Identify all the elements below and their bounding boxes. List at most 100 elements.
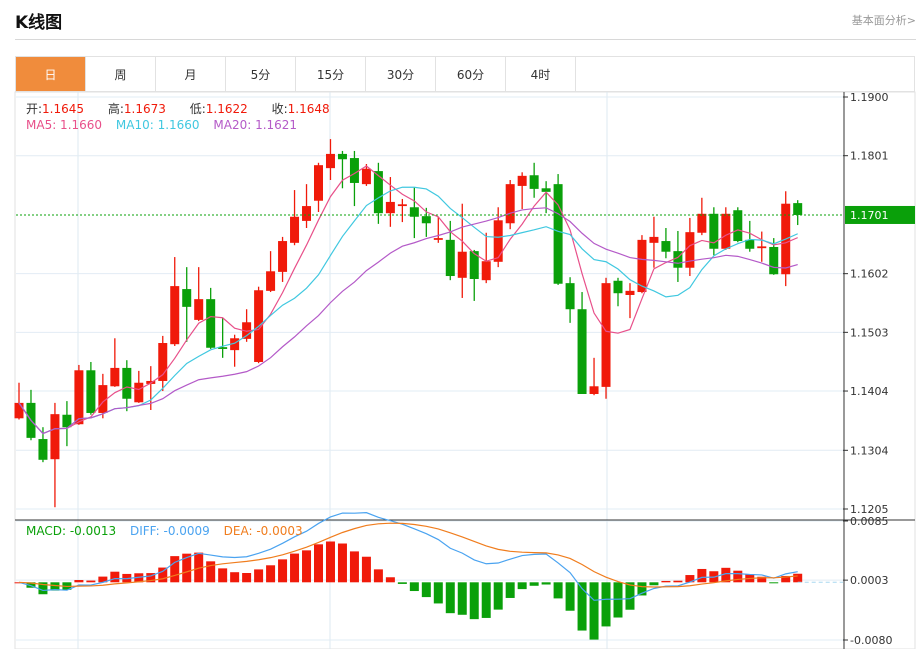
macd-bar <box>637 582 647 596</box>
candle-body <box>50 414 60 460</box>
macd-bar <box>505 582 515 598</box>
candle-body <box>445 239 455 277</box>
candle-body <box>62 414 72 428</box>
candle-body <box>565 283 575 310</box>
macd-bar <box>613 582 623 618</box>
macd-bar <box>38 582 48 595</box>
macd-bar <box>254 569 264 583</box>
candle <box>278 236 288 282</box>
tab-5[interactable]: 30分 <box>366 57 436 91</box>
candle-body <box>517 175 527 186</box>
candle <box>685 217 695 277</box>
tab-4[interactable]: 15分 <box>296 57 366 91</box>
macd-bar <box>170 556 180 583</box>
candle-body <box>266 271 276 291</box>
candle-body <box>673 251 683 268</box>
macd-bar <box>457 582 467 615</box>
candle <box>302 184 312 229</box>
macd-legend: MACD: -0.0013 DIFF: -0.0009 DEA: -0.0003 <box>26 524 313 538</box>
candle <box>206 287 216 349</box>
tab-1[interactable]: 周 <box>86 57 156 91</box>
macd-tick-label: -0.0080 <box>850 634 892 647</box>
tab-3[interactable]: 5分 <box>226 57 296 91</box>
candle-body <box>757 246 767 249</box>
fundamental-analysis-link[interactable]: 基本面分析> <box>851 14 916 27</box>
candle-body <box>505 184 515 224</box>
macd-bar <box>469 582 479 620</box>
candle <box>337 150 347 189</box>
candle <box>457 203 467 298</box>
candle-body <box>74 370 84 425</box>
candle-body <box>589 386 599 394</box>
candle <box>565 277 575 323</box>
tab-7[interactable]: 4时 <box>506 57 576 91</box>
candle-body <box>325 153 335 169</box>
candle-body <box>733 210 743 242</box>
ohlc-legend: 开:1.1645 高:1.1673 低:1.1622 收:1.1648 <box>26 100 350 117</box>
candle <box>349 150 359 207</box>
diff-line <box>18 512 798 601</box>
page-title: K线图 <box>15 13 63 33</box>
macd-bar <box>517 582 527 590</box>
candle <box>505 179 515 230</box>
candle <box>230 334 240 367</box>
ma10-line <box>18 186 798 435</box>
macd-bar <box>433 582 443 604</box>
candle-body <box>242 322 252 339</box>
macd-bar <box>565 582 575 611</box>
macd-bar <box>793 573 803 583</box>
candle <box>469 249 479 301</box>
candle-body <box>553 184 563 284</box>
tab-2[interactable]: 月 <box>156 57 226 91</box>
candle-body <box>493 220 503 262</box>
candle-body <box>745 239 755 249</box>
candle-body <box>481 261 491 281</box>
candle <box>50 402 60 508</box>
candle-body <box>577 309 587 394</box>
candle <box>445 220 455 281</box>
candle <box>661 228 671 259</box>
macd-bar <box>194 552 204 583</box>
chart-frame <box>14 91 916 649</box>
macd-bar <box>481 582 491 618</box>
macd-bar <box>673 580 683 583</box>
macd-bar <box>337 543 347 583</box>
candle-body <box>206 299 216 348</box>
candle-body <box>158 343 168 381</box>
macd-bar <box>541 582 551 585</box>
macd-bar <box>230 572 240 583</box>
candle <box>14 382 24 420</box>
price-tick-label: 1.1602 <box>850 268 889 281</box>
candle-body <box>409 207 419 217</box>
macd-bar <box>661 580 671 583</box>
macd-bar <box>421 582 431 598</box>
price-tick-label: 1.1900 <box>850 91 889 104</box>
macd-bar <box>733 570 743 583</box>
macd-bar <box>781 575 791 583</box>
candle <box>182 267 192 342</box>
candle <box>577 292 587 394</box>
price-tick-label: 1.1801 <box>850 150 889 163</box>
macd-bar <box>601 582 611 627</box>
open-value: 1.1645 <box>42 102 85 116</box>
macd-bar <box>290 553 300 583</box>
candle-body <box>529 175 539 189</box>
macd-bar <box>86 580 96 583</box>
candle-body <box>541 188 551 192</box>
candle <box>697 197 707 236</box>
candle-body <box>14 402 24 419</box>
tab-0[interactable]: 日 <box>16 57 86 91</box>
macd-bar <box>397 582 407 584</box>
high-value: 1.1673 <box>123 102 166 116</box>
candle-body <box>397 204 407 207</box>
close-label: 收: <box>271 102 288 116</box>
candle <box>397 198 407 223</box>
tab-6[interactable]: 60分 <box>436 57 506 91</box>
macd-bar <box>242 573 252 583</box>
macd-bar <box>553 582 563 599</box>
ma20-legend: MA20: 1.1621 <box>213 118 298 132</box>
candle <box>721 207 731 250</box>
macd-bar <box>158 567 168 583</box>
candle <box>793 200 803 226</box>
